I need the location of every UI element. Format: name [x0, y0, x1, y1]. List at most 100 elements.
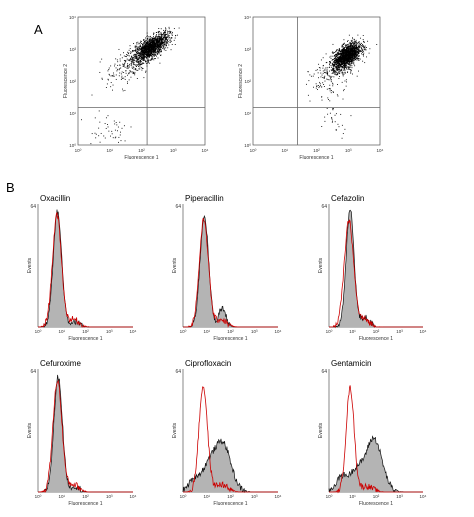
scatter-point: [351, 60, 353, 62]
scatter-point: [159, 43, 161, 45]
scatter-point: [150, 52, 152, 54]
scatter-point: [153, 33, 155, 35]
scatter-point: [160, 50, 162, 52]
scatter-point: [336, 67, 338, 69]
x-tick-label: 10⁴: [377, 148, 384, 153]
scatter-point: [154, 48, 156, 50]
scatter-point: [354, 52, 356, 54]
scatter-point: [362, 39, 364, 41]
scatter-point: [335, 70, 337, 72]
scatter-point: [328, 88, 330, 90]
scatter-point: [135, 57, 137, 59]
scatter-point: [154, 42, 156, 44]
scatter-point: [165, 44, 167, 46]
x-tick-label: 10²: [82, 329, 89, 334]
scatter-point: [342, 52, 344, 54]
scatter-point: [354, 47, 356, 49]
scatter-point: [327, 74, 329, 76]
scatter-point: [133, 43, 135, 44]
scatter-point: [115, 136, 117, 138]
scatter-point: [160, 43, 162, 45]
scatter-point: [121, 127, 123, 129]
scatter-point: [361, 45, 363, 47]
scatter-point: [145, 63, 147, 65]
scatter-point: [357, 34, 359, 36]
scatter-point: [361, 47, 363, 49]
scatter-point: [352, 54, 354, 56]
scatter-point: [353, 52, 355, 54]
scatter-point: [325, 62, 327, 64]
scatter-point: [331, 66, 332, 68]
scatter-point: [344, 69, 346, 71]
scatter-point: [343, 57, 345, 59]
scatter-point: [141, 57, 143, 59]
scatter-point: [143, 56, 145, 58]
scatter-point: [358, 44, 360, 46]
scatter-point: [167, 35, 169, 37]
scatter-point: [345, 54, 347, 55]
scatter-point: [127, 59, 129, 61]
scatter-point: [127, 63, 129, 65]
scatter-point: [130, 63, 132, 65]
scatter-point: [158, 49, 160, 51]
scatter-point: [331, 117, 333, 119]
scatter-point: [331, 121, 333, 123]
scatter-point: [346, 60, 348, 62]
scatter-point: [134, 46, 136, 48]
scatter-point: [348, 68, 350, 70]
x-tick-label: 10²: [138, 148, 145, 153]
scatter-point: [139, 42, 141, 44]
x-tick-label: 10³: [251, 494, 258, 499]
scatter-point: [152, 41, 154, 43]
scatter-point: [156, 52, 158, 54]
scatter-point: [169, 41, 171, 43]
scatter-point: [321, 126, 323, 127]
scatter-point: [157, 50, 159, 51]
scatter-point: [165, 34, 166, 36]
scatter-point: [125, 56, 127, 58]
histogram-fill-series-1: [183, 216, 278, 327]
scatter-point: [154, 45, 156, 47]
scatter-point: [345, 55, 347, 57]
scatter-point: [343, 73, 345, 75]
scatter-point: [347, 59, 349, 61]
scatter-point: [151, 49, 153, 51]
scatter-point: [139, 56, 141, 58]
scatter-point: [94, 132, 96, 134]
scatter-point: [310, 75, 312, 77]
scatter-point: [359, 42, 361, 44]
scatter-point: [146, 44, 148, 46]
scatter-point: [167, 39, 168, 41]
scatter-point: [153, 51, 155, 53]
scatter-point: [158, 35, 159, 37]
scatter-point: [333, 76, 335, 78]
scatter-point: [349, 56, 351, 58]
scatter-point: [132, 66, 134, 68]
scatter-point: [333, 67, 335, 69]
scatter-point: [127, 53, 129, 55]
scatter-point: [356, 53, 357, 55]
scatter-point: [344, 66, 346, 68]
scatter-point: [139, 52, 141, 54]
scatter-point: [342, 63, 344, 65]
scatter-point: [327, 99, 329, 100]
scatter-point: [163, 38, 165, 40]
scatter-point: [149, 51, 151, 53]
scatter-point: [125, 70, 127, 72]
scatter-point: [344, 68, 345, 69]
scatter-point: [134, 54, 136, 56]
scatter-point: [336, 55, 338, 57]
scatter-point: [149, 41, 151, 43]
scatter-point: [341, 66, 343, 68]
scatter-point: [151, 58, 153, 60]
scatter-point: [363, 47, 365, 49]
scatter-point: [349, 44, 351, 46]
scatter-point: [152, 40, 154, 42]
scatter-point: [159, 43, 160, 45]
scatter-point: [147, 58, 149, 60]
scatter-point: [156, 39, 158, 41]
scatter-point: [336, 60, 337, 62]
scatter-point: [149, 53, 150, 55]
scatter-point: [136, 45, 138, 47]
scatter-point: [143, 77, 145, 79]
